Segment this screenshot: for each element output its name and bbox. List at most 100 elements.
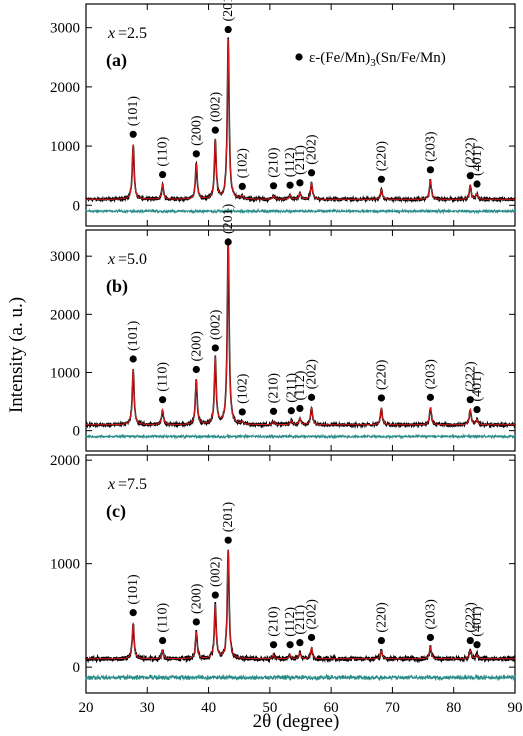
x-tick-label: 20 [79,700,94,716]
peak-label: (401) [470,371,485,402]
peak-label: (222) [463,361,478,392]
panels: 0100020003000(101)(110)(200)(002)(201)(1… [50,0,523,716]
peak-label: (002) [208,91,223,122]
y-tick-label: 0 [73,660,81,676]
y-axis-title: Intensity (a. u.) [6,297,27,413]
peak-marker [307,393,316,401]
peak-label: (201) [221,502,236,533]
difference-line [85,673,516,682]
plot-frame [85,3,516,227]
panel-x-value: =2.5 [118,25,147,42]
peak-marker [296,639,304,647]
peak-label: (200) [189,583,204,614]
peak-marker [211,126,219,134]
peak-marker [473,641,481,649]
observed-line [85,37,516,204]
calculated-line [86,38,515,200]
panel-x-value: =7.5 [118,476,147,493]
peak-label: (102) [235,148,250,179]
peak-marker [426,166,435,174]
peak-marker [286,641,294,649]
peak-label: (101) [126,96,141,127]
legend-label: ε-(Fe/Mn)3(Sn/Fe/Mn) [309,50,446,69]
peak-marker [129,130,137,138]
peak-marker [224,238,232,246]
plot-frame [85,454,516,694]
peak-label: (401) [470,606,485,637]
peak-label: (210) [267,373,282,404]
panel-x-label: x [107,25,115,42]
peak-marker [224,536,232,544]
x-tick-label: 50 [262,700,277,716]
peak-marker [192,618,200,626]
x-axis-title: 2θ (degree) [253,711,340,732]
y-tick-label: 1000 [50,557,80,573]
peak-marker [296,179,304,187]
peak-marker [466,172,474,180]
peak-label: (202) [305,359,320,390]
peak-label: (211) [293,145,308,175]
peak-label: (112) [283,607,298,637]
peak-label: (220) [374,359,389,390]
peak-marker [426,633,435,642]
panel-letter: (a) [106,50,127,71]
peak-label: (222) [463,137,478,168]
x-tick-labels: 20 30 40 50 60 70 80 90 [79,700,523,716]
peak-label: (002) [208,556,223,587]
peak-label: (101) [126,574,141,605]
panel-b: 0 1000 2000 3000 (101) (110) (200) (002) (201) (1… [50,203,516,452]
peak-label: (202) [305,134,320,165]
y-tick-label: 1000 [50,365,80,381]
peak-marker [211,344,219,352]
peak-label: (203) [423,131,438,162]
difference-line [85,207,516,215]
peak-marker [192,150,200,158]
peak-marker [129,355,137,363]
panel-x-value: =5.0 [118,251,147,268]
calculated-line [86,549,515,660]
peak-marker [269,182,278,190]
y-tick-label: 2000 [50,453,80,469]
peak-label: (110) [156,136,171,166]
x-tick-label: 30 [140,700,155,716]
calculated-line [86,238,515,426]
peak-label: (200) [189,115,204,146]
peak-label: (112) [293,370,308,400]
peak-marker [269,641,278,649]
peak-marker [129,609,137,617]
peak-marker [192,365,200,374]
panel-letter: (c) [106,501,126,522]
y-tick-label: 0 [73,198,81,214]
peak-label: (201) [221,0,236,22]
y-tick-label: 1000 [50,139,80,155]
peak-marker [159,396,167,404]
panel-x-label: x [107,251,115,268]
y-tick-label: 3000 [50,21,80,37]
peak-label: (210) [267,606,282,637]
peak-marker [159,636,167,645]
peak-label: (222) [463,602,478,633]
panel-c: 010002000(101)(110)(200)(002)(201)(210)(… [50,453,516,694]
peak-label: (203) [423,359,438,390]
peak-marker [296,404,304,413]
difference-line [85,433,516,440]
peak-marker [377,175,385,183]
peak-label: (401) [470,145,485,176]
y-tick-label: 3000 [50,249,80,265]
y-tick-label: 2000 [50,80,80,96]
peak-marker [473,405,481,414]
peak-label: (102) [235,373,250,404]
peak-marker [466,396,474,404]
legend-marker [295,53,303,61]
peak-label: (203) [423,599,438,630]
peak-label: (110) [156,362,171,392]
y-tick-label: 0 [73,424,81,440]
peak-marker [466,636,474,645]
peak-marker [159,170,167,179]
peak-marker [307,633,316,642]
panel-x-label: x [107,476,115,493]
peak-label: (110) [156,602,171,632]
peak-label: (211) [284,373,299,403]
peak-marker [307,169,316,177]
